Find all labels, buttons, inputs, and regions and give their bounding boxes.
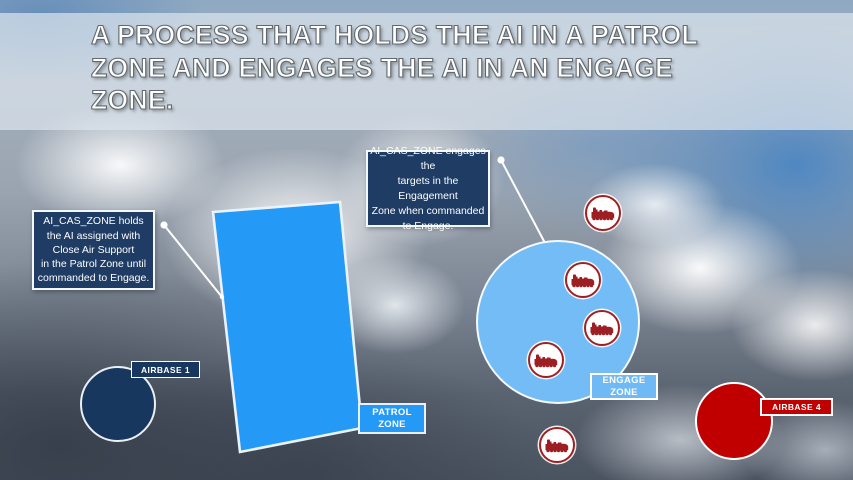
patrol-zone-label: PATROL ZONE <box>358 403 426 434</box>
target-vehicle-icon <box>585 195 621 231</box>
airbase-1-circle <box>80 366 156 442</box>
patrol-zone-shape <box>211 200 364 454</box>
connector-dot <box>497 156 505 164</box>
target-vehicle-icon <box>584 310 620 346</box>
airbase-1-label: AIRBASE 1 <box>131 361 200 378</box>
target-vehicle-icon <box>528 342 564 378</box>
engage-zone-label: ENGAGE ZONE <box>590 373 658 400</box>
connector-end-dot <box>219 294 225 300</box>
armored-vehicle-icon <box>590 322 614 335</box>
armored-vehicle-icon <box>545 439 569 452</box>
airbase-4-circle <box>695 382 773 460</box>
title-line-3: ZONE. <box>90 84 174 115</box>
title-band <box>0 13 853 130</box>
airbase-4-label: AIRBASE 4 <box>760 398 833 416</box>
armored-vehicle-icon <box>571 274 595 287</box>
callout-engage: AI_CAS_ZONE engages the targets in the E… <box>366 145 490 232</box>
patrol-callout-connector <box>163 224 223 298</box>
armored-vehicle-icon <box>534 354 558 367</box>
title-line-2: ZONE AND ENGAGES THE AI IN AN ENGAGE <box>90 52 674 83</box>
callout-patrol-hold: AI_CAS_ZONE holds the AI assigned with C… <box>32 210 155 290</box>
target-vehicle-icon <box>539 427 575 463</box>
title-line-1: A PROCESS THAT HOLDS THE AI IN A PATROL <box>90 19 698 50</box>
engage-callout-connector <box>500 159 546 244</box>
target-vehicle-icon <box>565 262 601 298</box>
connector-dot <box>160 221 168 229</box>
armored-vehicle-icon <box>591 207 615 220</box>
slide-title: A PROCESS THAT HOLDS THE AI IN A PATROL … <box>90 19 811 117</box>
